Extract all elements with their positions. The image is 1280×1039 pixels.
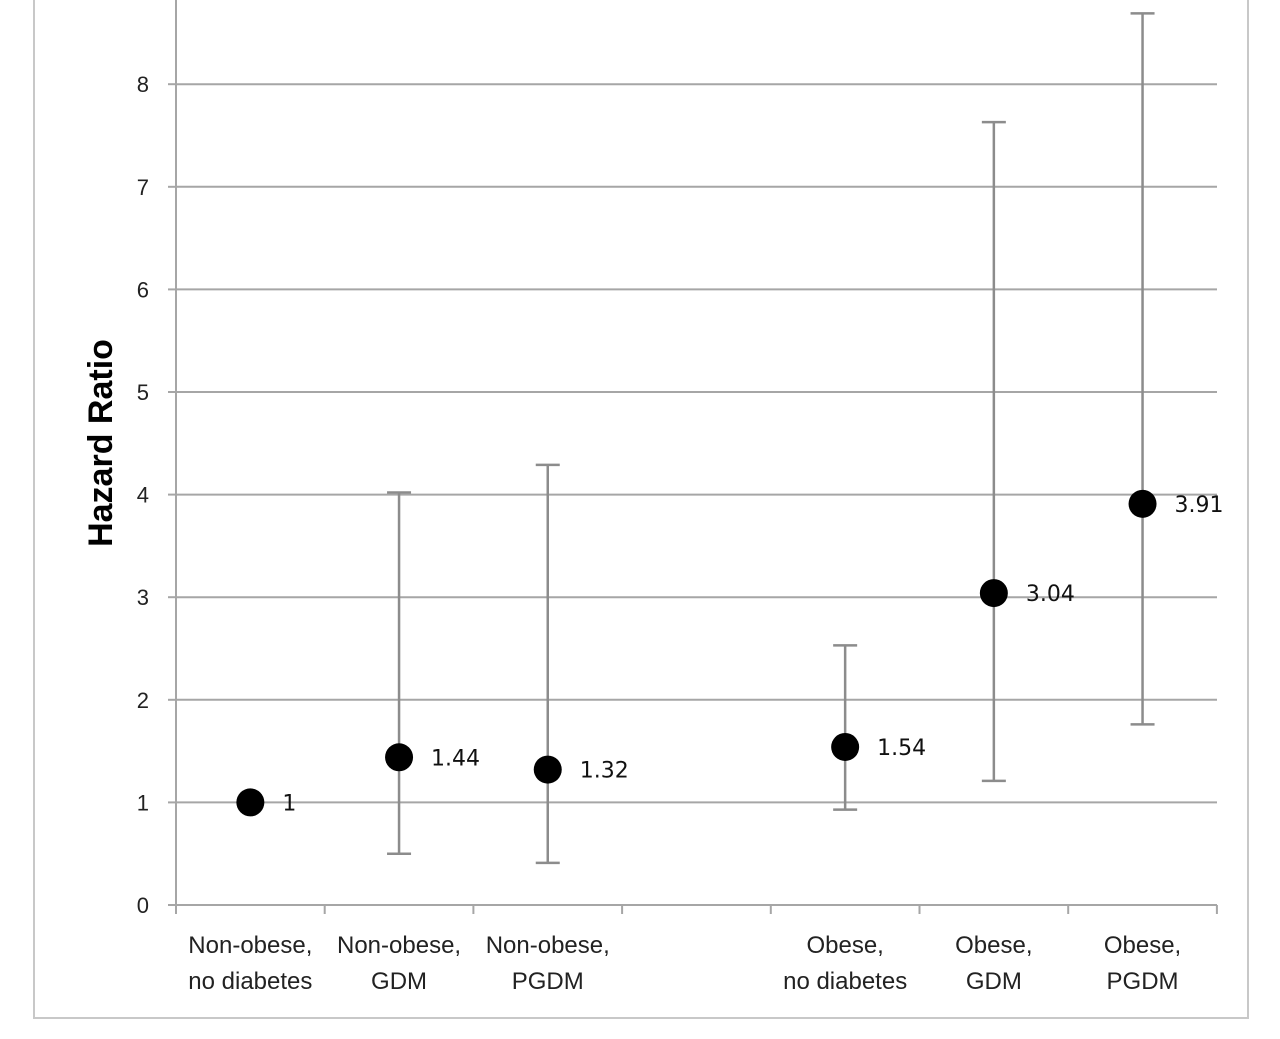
data-point: [1128, 489, 1157, 518]
y-tick-label: 3: [137, 585, 149, 610]
data-point: [831, 732, 860, 761]
data-point: [979, 579, 1008, 608]
x-category-label: no diabetes: [188, 968, 312, 995]
data-label: 1: [282, 791, 296, 816]
x-category-label: Non-obese,: [188, 932, 312, 959]
y-tick-label: 1: [137, 790, 149, 815]
x-category-label: no diabetes: [783, 968, 907, 995]
y-tick-label: 4: [137, 483, 149, 508]
data-point: [533, 755, 562, 784]
x-category-label: GDM: [371, 968, 427, 995]
x-category-label: Obese,: [1104, 932, 1181, 959]
chart-frame: [33, 0, 1249, 1019]
data-label: 1.44: [431, 746, 480, 771]
y-tick-label: 0: [137, 893, 149, 918]
y-tick-label: 2: [137, 688, 149, 713]
x-category-label: GDM: [966, 968, 1022, 995]
y-tick-label: 8: [137, 72, 149, 97]
y-tick-label: 6: [137, 277, 149, 302]
y-tick-label: 7: [137, 175, 149, 200]
x-category-label: PGDM: [1107, 968, 1179, 995]
data-label: 1.32: [580, 759, 629, 784]
x-category-label: Obese,: [806, 932, 883, 959]
y-axis-title: Hazard Ratio: [82, 339, 120, 547]
x-category-label: Non-obese,: [486, 932, 610, 959]
data-label: 3.91: [1175, 493, 1224, 518]
data-point: [236, 788, 265, 817]
data-label: 3.04: [1026, 582, 1075, 607]
data-label: 1.54: [877, 736, 926, 761]
data-point: [385, 743, 414, 772]
x-category-label: PGDM: [512, 968, 584, 995]
x-category-label: Obese,: [955, 932, 1032, 959]
y-tick-label: 5: [137, 380, 149, 405]
x-category-label: Non-obese,: [337, 932, 461, 959]
